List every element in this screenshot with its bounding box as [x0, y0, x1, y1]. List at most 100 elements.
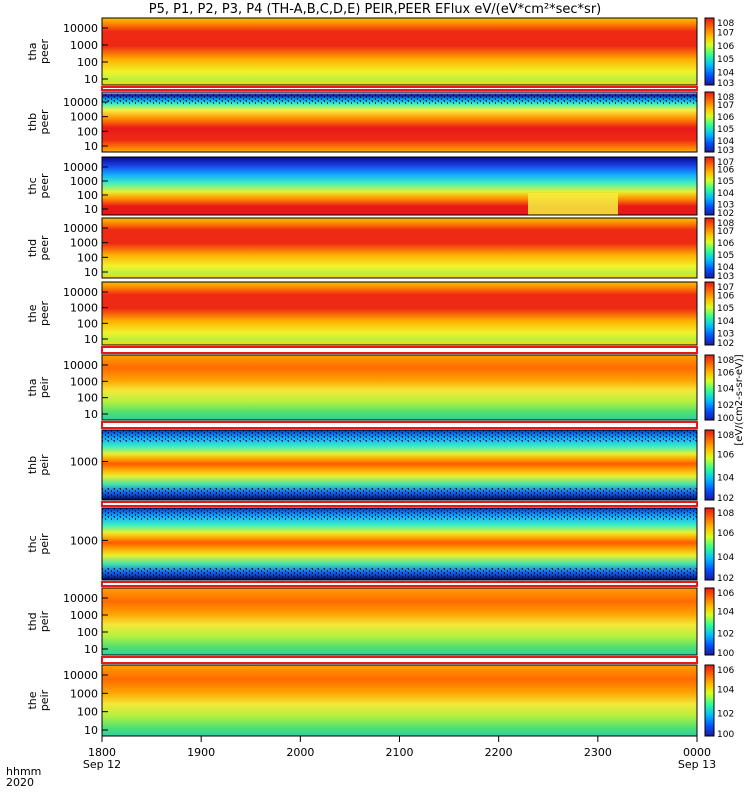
species-label: peir [38, 689, 51, 711]
time-unit-label: hhmm [6, 765, 42, 778]
noise-band [102, 568, 697, 580]
colorbar-tick-label: 108 [717, 219, 734, 229]
colorbar-tick-label: 104 [717, 686, 734, 696]
colorbar-tick-label: 104 [717, 137, 734, 147]
plot-frame [101, 156, 698, 216]
colorbar-units-label: [eV/(cm2-s-sr-eV)] [734, 354, 745, 445]
data-gap-bar [101, 581, 698, 587]
y-tick-label: 100 [77, 189, 98, 202]
colorbar-tick-label: 108 [717, 93, 734, 103]
panel-thb-peir: 1000 thb peir 108 106 104 102 [26, 429, 734, 507]
reduced-flux-region [528, 192, 618, 215]
colorbar-tick-label: 102 [717, 401, 734, 411]
species-label: peir [38, 533, 51, 555]
colorbar-tick-label: 106 [717, 529, 734, 539]
y-tick-label: 10000 [63, 161, 98, 174]
probe-label: thd [26, 612, 39, 630]
chart-title: P5, P1, P2, P3, P4 (TH-A,B,C,D,E) PEIR,P… [148, 2, 602, 17]
colorbar-tick-label: 105 [717, 55, 734, 65]
y-tick-label: 10000 [63, 96, 98, 109]
spectrogram-thd-peer [102, 218, 697, 278]
y-tick-label: 100 [77, 125, 98, 138]
colorbar-tick-label: 102 [717, 709, 734, 719]
data-gap-bar [101, 86, 698, 91]
noise-band [102, 94, 697, 104]
colorbar-tick-label: 107 [717, 28, 734, 38]
colorbar-tick-label: 104 [717, 553, 734, 563]
plot-frame [101, 587, 698, 656]
colorbar-tick-label: 107 [717, 283, 734, 293]
colorbar-tick-label: 106 [717, 666, 734, 676]
colorbar-tick-label: 103 [717, 79, 734, 89]
colorbar-tick-label: 107 [717, 227, 734, 237]
probe-label: thc [26, 535, 39, 552]
colorbar-tick-label: 104 [717, 474, 734, 484]
plot-frame [101, 507, 698, 581]
x-tick-label: 2300 [584, 746, 612, 759]
colorbar-tick-label: 100 [717, 414, 734, 424]
colorbar [704, 354, 715, 421]
colorbar-tick-label: 100 [717, 649, 734, 659]
colorbar-tick-label: 107 [717, 101, 734, 111]
species-label: peer [38, 173, 51, 199]
y-tick-label: 100 [77, 56, 98, 69]
y-tick-label: 10 [84, 724, 98, 737]
colorbar [704, 507, 715, 581]
y-tick-label: 10000 [63, 592, 98, 605]
panel-tha-peir: 10000 1000 100 10 tha peir 108 106 104 102 100 [26, 354, 734, 429]
probe-label: thb [26, 456, 39, 474]
species-label: peer [38, 301, 51, 327]
colorbar-tick-label: 104 [717, 69, 734, 79]
colorbar-tick-label: 108 [717, 509, 734, 519]
colorbar [704, 429, 715, 501]
y-tick-label: 10000 [63, 222, 98, 235]
colorbar-tick-label: 106 [717, 113, 734, 123]
species-label: peer [38, 39, 51, 65]
probe-label: the [26, 691, 39, 709]
y-tick-label: 10 [84, 643, 98, 656]
colorbar-tick-label: 102 [717, 339, 734, 349]
y-tick-label: 1000 [70, 375, 98, 388]
colorbar-tick-label: 104 [717, 607, 734, 617]
colorbar-tick-label: 106 [717, 450, 734, 460]
x-tick-label: 2000 [286, 746, 314, 759]
noise-band [102, 508, 697, 520]
colorbar-tick-label: 102 [717, 494, 734, 504]
probe-label: thc [26, 177, 39, 194]
colorbar-tick-label: 103 [717, 200, 734, 210]
y-tick-label: 1000 [70, 111, 98, 124]
colorbar-tick-label: 105 [717, 251, 734, 261]
species-label: peer [38, 109, 51, 135]
colorbar-tick-label: 103 [717, 146, 734, 156]
data-gap-bar [101, 501, 698, 507]
colorbar [704, 664, 715, 737]
data-gap-bar [101, 346, 698, 354]
y-tick-label: 10 [84, 333, 98, 346]
spectrogram-the-peer [102, 282, 697, 345]
y-tick-label: 100 [77, 626, 98, 639]
colorbar-tick-label: 106 [717, 368, 734, 378]
colorbar-tick-label: 108 [717, 356, 734, 366]
plot-frame [101, 217, 698, 279]
colorbar-tick-label: 105 [717, 177, 734, 187]
probe-label: thb [26, 113, 39, 131]
y-tick-label: 1000 [70, 39, 98, 52]
x-date-label: Sep 12 [83, 758, 121, 771]
y-tick-label: 1000 [70, 237, 98, 250]
data-gap-bar [101, 421, 698, 429]
plot-frame [101, 91, 698, 153]
year-label: 2020 [6, 776, 34, 789]
colorbar-tick-label: 100 [717, 730, 734, 740]
plot-frame [101, 281, 698, 346]
colorbar-tick-label: 106 [717, 166, 734, 176]
y-tick-label: 1000 [70, 456, 98, 469]
colorbar-tick-label: 108 [717, 19, 734, 29]
colorbar-tick-label: 104 [717, 263, 734, 273]
probe-label: the [26, 304, 39, 322]
colorbar-tick-label: 105 [717, 125, 734, 135]
